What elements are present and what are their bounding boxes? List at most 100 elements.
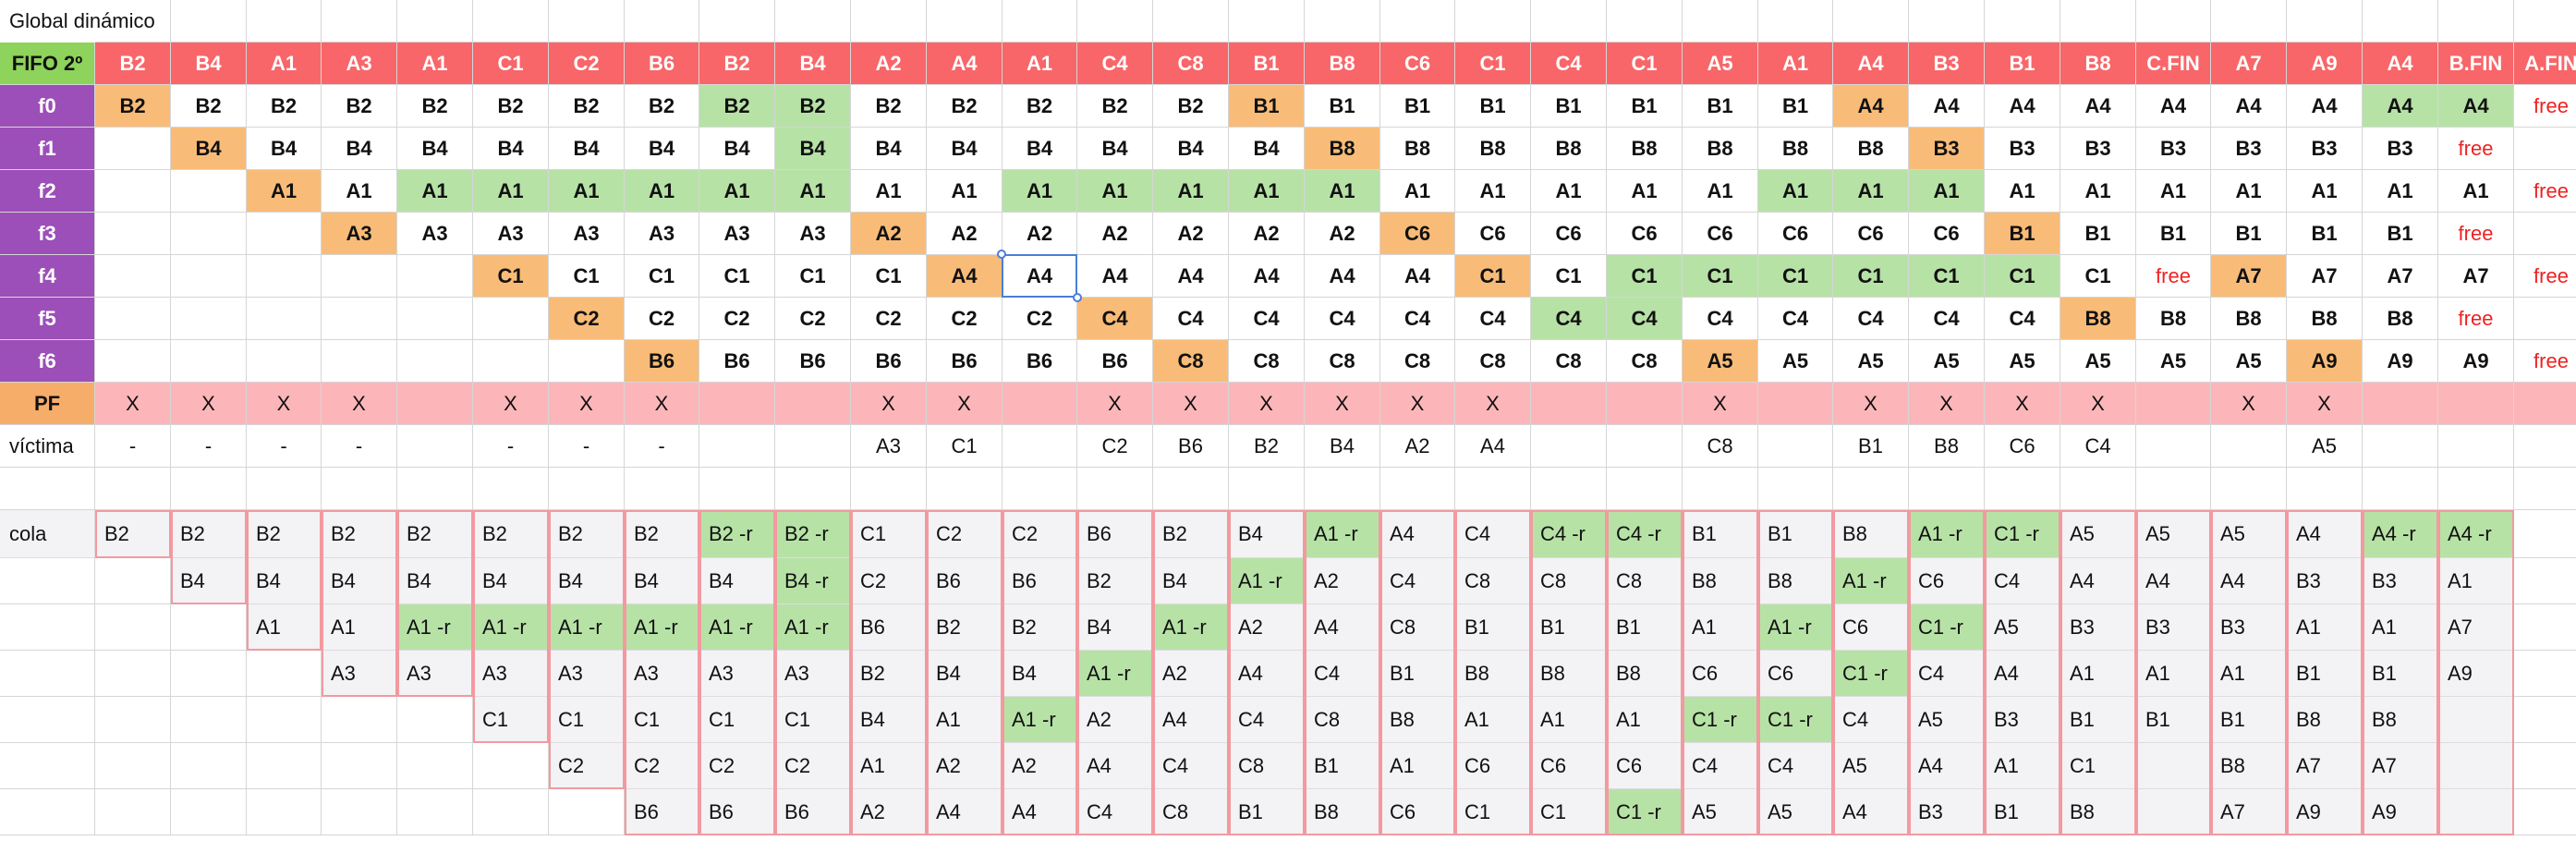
frame-cell[interactable]: B3 [2287,128,2363,170]
empty-cell[interactable] [2287,0,2363,43]
frame-cell[interactable]: A1 [625,170,699,213]
empty-cell[interactable] [397,0,473,43]
frame-cell[interactable]: B8 [1758,128,1833,170]
frame-cell[interactable]: A4 [2363,85,2438,128]
queue-cell[interactable]: B6 [1077,510,1153,558]
column-header[interactable]: B3 [1909,43,1985,85]
page-fault-cell[interactable] [775,383,851,425]
page-fault-cell[interactable]: X [1153,383,1229,425]
frame-cell[interactable]: B1 [1531,85,1607,128]
frame-cell[interactable]: B8 [2287,298,2363,340]
queue-cell[interactable]: C6 [1531,743,1607,789]
queue-cell[interactable]: B2 [322,510,397,558]
frame-cell[interactable]: B8 [2136,298,2211,340]
queue-cell[interactable]: B8 [2211,743,2287,789]
empty-cell[interactable] [1683,468,1758,510]
queue-cell[interactable]: B3 [1985,697,2060,743]
queue-cell[interactable]: B1 [1985,789,2060,835]
empty-cell[interactable] [2514,743,2576,789]
queue-cell[interactable]: B3 [2136,604,2211,651]
empty-cell[interactable] [1758,468,1833,510]
empty-cell[interactable] [1758,0,1833,43]
queue-cell[interactable]: A2 [927,743,1002,789]
victim-cell[interactable]: - [549,425,625,468]
empty-cell[interactable] [2287,468,2363,510]
queue-cell[interactable]: B2 -r [699,510,775,558]
page-fault-cell[interactable]: X [247,383,322,425]
page-fault-cell[interactable]: X [625,383,699,425]
frame-cell[interactable]: C2 [927,298,1002,340]
frame-cell[interactable]: A2 [851,213,927,255]
empty-cell[interactable] [171,743,247,789]
frame-cell[interactable]: A3 [775,213,851,255]
queue-cell[interactable]: A4 -r [2363,510,2438,558]
frame-cell[interactable]: C8 [1455,340,1531,383]
queue-cell[interactable]: A2 [1229,604,1305,651]
empty-cell[interactable] [1077,0,1153,43]
queue-cell[interactable]: B4 [1229,510,1305,558]
queue-cell[interactable]: B4 [473,558,549,604]
victim-cell[interactable] [2136,425,2211,468]
frame-cell[interactable]: B2 [775,85,851,128]
column-header[interactable]: B2 [95,43,171,85]
queue-cell[interactable]: A4 -r [2438,510,2514,558]
frame-cell[interactable]: B6 [775,340,851,383]
queue-cell[interactable]: A1 -r [1833,558,1909,604]
column-header[interactable]: A1 [397,43,473,85]
frame-cell[interactable]: A3 [549,213,625,255]
frame-cell[interactable]: free [2438,213,2514,255]
frame-cell[interactable]: C4 [1909,298,1985,340]
queue-cell[interactable]: C4 [1153,743,1229,789]
sheet-title[interactable]: Global dinámico [9,9,155,32]
empty-cell[interactable] [2514,468,2576,510]
column-header[interactable]: A9 [2287,43,2363,85]
victim-cell[interactable]: A3 [851,425,927,468]
victim-cell[interactable]: B6 [1153,425,1229,468]
queue-cell[interactable]: B2 [473,510,549,558]
queue-cell[interactable]: A1 [1985,743,2060,789]
frame-cell[interactable]: A1 [1455,170,1531,213]
victim-cell[interactable]: B2 [1229,425,1305,468]
queue-cell[interactable]: A5 [1683,789,1758,835]
frame-cell[interactable]: A7 [2363,255,2438,298]
frame-cell[interactable]: B4 [397,128,473,170]
frame-cell[interactable]: A1 [1909,170,1985,213]
frame-cell[interactable]: C1 [2060,255,2136,298]
frame-cell[interactable]: free [2514,85,2576,128]
queue-cell[interactable]: A4 [1305,604,1380,651]
queue-cell[interactable]: A4 [1077,743,1153,789]
empty-cell[interactable] [322,743,397,789]
queue-cell[interactable]: C8 [1455,558,1531,604]
frame-cell[interactable]: A1 [1077,170,1153,213]
queue-cell[interactable] [2136,789,2211,835]
frame-cell[interactable]: A1 [549,170,625,213]
frame-cell[interactable]: B1 [1455,85,1531,128]
column-header[interactable]: A4 [1833,43,1909,85]
queue-cell[interactable]: B6 [699,789,775,835]
frame-cell[interactable]: A4 [2060,85,2136,128]
queue-cell[interactable]: A1 -r [1229,558,1305,604]
frame-cell[interactable]: B6 [699,340,775,383]
victim-cell[interactable]: C6 [1985,425,2060,468]
frame-cell[interactable]: A3 [699,213,775,255]
empty-cell[interactable] [1305,0,1380,43]
empty-cell[interactable] [625,468,699,510]
frame-cell[interactable]: B4 [247,128,322,170]
frame-cell[interactable]: A9 [2363,340,2438,383]
frame-cell[interactable]: B8 [1455,128,1531,170]
queue-cell[interactable]: A2 [1153,651,1229,697]
frame-cell[interactable]: A4 [2211,85,2287,128]
victim-cell[interactable]: - [625,425,699,468]
frame-cell[interactable] [2514,298,2576,340]
empty-cell[interactable] [927,0,1002,43]
frame-cell[interactable]: B2 [927,85,1002,128]
frame-cell[interactable]: free [2136,255,2211,298]
empty-cell[interactable] [2514,510,2576,558]
frame-cell[interactable] [322,298,397,340]
empty-cell[interactable] [851,468,927,510]
frame-cell[interactable]: A5 [1833,340,1909,383]
frame-cell[interactable] [95,340,171,383]
frame-cell[interactable] [247,298,322,340]
empty-cell[interactable] [2514,558,2576,604]
